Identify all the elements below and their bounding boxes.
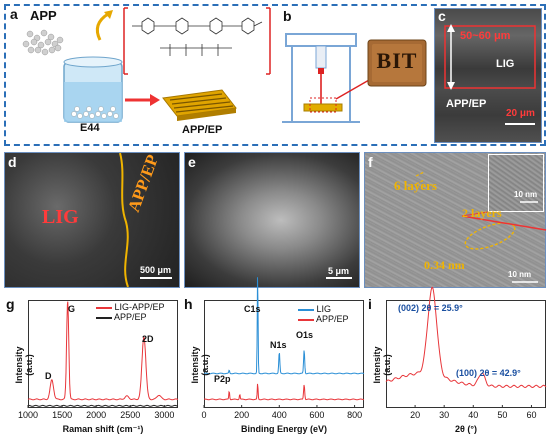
series-line-app-ep xyxy=(27,404,178,407)
legend-lig-app-ep: LIG-APP/EP xyxy=(114,302,165,312)
peak-d-label: D xyxy=(45,371,52,381)
six-layers-label: 6 layers xyxy=(394,178,437,193)
x-tick-label: 50 xyxy=(497,410,508,420)
lattice-spacing-label: 0.34 nm xyxy=(424,258,465,272)
peak-p2p-label: P2p xyxy=(214,374,231,384)
panel-g-plot-area xyxy=(28,300,178,408)
x-tick-label: 20 xyxy=(410,410,421,420)
xrd-pattern-chart xyxy=(385,286,547,408)
panel-f-scale-label: 10 nm xyxy=(508,270,532,279)
panel-c-app-ep-label: APP/EP xyxy=(446,98,487,110)
panel-e-scale-label: 5 μm xyxy=(328,266,350,276)
panel-h-xlabel: Binding Energy (eV) xyxy=(240,424,327,434)
peak-o1s-label: O1s xyxy=(296,330,314,340)
xrd-002-annotation: (002) 2θ = 25.9° xyxy=(398,303,463,313)
xps-spectrum-chart xyxy=(203,277,365,408)
x-tick-label: 2500 xyxy=(120,410,141,420)
series-line-xrd xyxy=(385,286,547,389)
top-row-frame xyxy=(4,4,546,146)
panel-i-xlabel: 2θ (°) xyxy=(455,424,477,434)
series-line-lig xyxy=(203,277,365,375)
peak-g-label: G xyxy=(68,304,76,314)
laser-engraver-schematic xyxy=(282,33,427,123)
x-tick-label: 3000 xyxy=(154,410,175,420)
app-label: APP xyxy=(30,8,57,23)
panel-h-letter: h xyxy=(184,296,193,312)
two-layers-label: 2 layers xyxy=(462,206,502,220)
panel-g-letter: g xyxy=(6,296,15,312)
x-tick-label: 200 xyxy=(234,410,250,420)
panel-c-overlay xyxy=(444,24,536,125)
lig-thickness-label: 50~60 μm xyxy=(460,30,511,42)
panel-d-overlay xyxy=(119,152,129,288)
panel-h-ylabel: Intensity (a.u.) xyxy=(190,346,210,384)
panel-d-lig-label: LIG xyxy=(42,206,79,228)
panel-c-letter: c xyxy=(438,8,446,24)
panel-b-letter: b xyxy=(283,8,292,24)
raman-spectrum-chart xyxy=(27,301,179,408)
x-tick-label: 800 xyxy=(347,410,363,420)
e44-label: E44 xyxy=(80,122,100,134)
panel-c-lig-label: LIG xyxy=(496,58,515,70)
xrd-100-annotation: (100) 2θ = 42.9° xyxy=(456,368,521,378)
x-tick-label: 60 xyxy=(526,410,537,420)
panel-f-letter: f xyxy=(368,154,373,170)
peak-2d-label: 2D xyxy=(142,334,154,344)
panel-d-letter: d xyxy=(8,154,17,170)
panel-h-legend: LIG APP/EP xyxy=(298,304,349,324)
legend-app-ep: APP/EP xyxy=(114,312,147,322)
panel-f-overlay xyxy=(415,171,547,250)
panel-e-sem-image xyxy=(184,152,360,288)
panel-i-plot-area xyxy=(386,300,546,408)
panel-h-plot-area xyxy=(204,300,364,408)
panel-e-letter: e xyxy=(188,154,196,170)
panel-g-legend: LIG-APP/EP APP/EP xyxy=(96,302,165,322)
x-tick-label: 1500 xyxy=(52,410,73,420)
legend-app-ep-h: APP/EP xyxy=(316,314,349,324)
x-tick-label: 600 xyxy=(309,410,325,420)
panel-d-scale-label: 500 μm xyxy=(140,265,172,275)
legend-lig: LIG xyxy=(316,304,332,314)
bit-logo-text: BIT xyxy=(376,48,418,73)
panel-d-sem-image xyxy=(4,152,180,288)
panel-g-xlabel: Raman shift (cm⁻¹) xyxy=(62,424,144,434)
panel-i-letter: i xyxy=(368,296,372,312)
panel-a-letter: a xyxy=(10,6,18,22)
x-tick-label: 40 xyxy=(468,410,479,420)
series-line-lig-app-ep xyxy=(27,301,179,401)
panel-f-tem-image xyxy=(364,152,546,288)
peak-n1s-label: N1s xyxy=(270,340,287,350)
panel-i-ylabel: Intensity (a.u.) xyxy=(372,346,392,384)
x-tick-label: 0 xyxy=(201,410,207,420)
x-tick-label: 1000 xyxy=(17,410,39,420)
app-ep-product-label: APP/EP xyxy=(182,124,223,136)
panel-c-scale-label: 20 μm xyxy=(506,108,535,119)
x-tick-label: 400 xyxy=(271,410,287,420)
panel-e-overlay xyxy=(0,0,550,300)
panel-g-ylabel: Intensity (a.u.) xyxy=(14,346,34,384)
x-tick-label: 30 xyxy=(439,410,450,420)
series-line-app-ep xyxy=(204,383,365,401)
panel-f-inset-scale-label: 10 nm xyxy=(514,190,538,199)
peak-c1s-label: C1s xyxy=(244,304,261,314)
panel-a-schematic xyxy=(22,7,271,123)
x-tick-label: 2000 xyxy=(86,410,107,420)
